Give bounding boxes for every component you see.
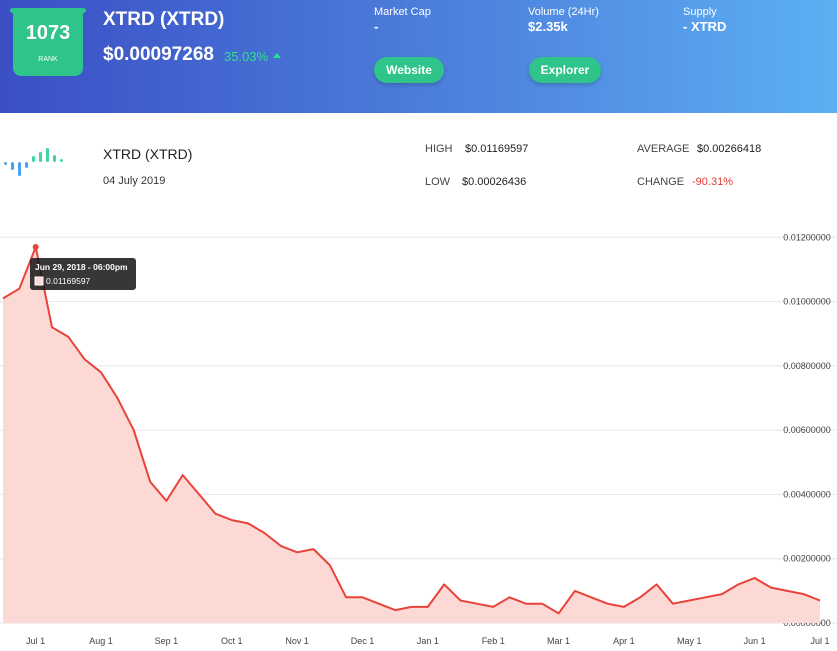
stat-value: -	[374, 19, 379, 34]
stat-value: $2.35k	[528, 19, 568, 34]
up-arrow	[273, 53, 281, 58]
stat-label: LOW	[425, 176, 451, 188]
x-tick-label: Sep 1	[155, 636, 179, 646]
tooltip-swatch	[34, 276, 44, 286]
info-date: 04 July 2019	[103, 175, 166, 187]
stat-value: $0.01169597	[465, 143, 529, 155]
rank-badge: 1073 RANK	[10, 8, 86, 76]
x-tick-label: Aug 1	[89, 636, 113, 646]
x-tick-label: Dec 1	[351, 636, 375, 646]
stat-label: AVERAGE	[637, 143, 690, 155]
rank-label: RANK	[38, 56, 58, 63]
stat-label: Volume (24Hr)	[528, 6, 599, 18]
y-tick-label: 0.01200000	[783, 232, 831, 242]
stat-value: $0.00266418	[697, 143, 762, 155]
y-tick-label: 0.01000000	[783, 297, 831, 307]
rank: 1073	[25, 22, 71, 44]
tooltip: Jun 29, 2018 - 06:00pm 0.01169597	[30, 258, 136, 290]
y-tick-label: 0.00200000	[783, 554, 831, 564]
change: 35.03%	[224, 49, 269, 64]
x-tick-label: Jun 1	[744, 636, 766, 646]
area	[3, 247, 820, 623]
stat-label: Market Cap	[374, 6, 431, 18]
y-tick-label: 0.00800000	[783, 361, 831, 371]
tooltip-label: Jun 29, 2018 - 06:00pm	[35, 262, 128, 272]
header: 1073 RANK XTRD (XTRD) $0.00097268 35.03%…	[0, 0, 837, 113]
stat-value: $0.00026436	[462, 176, 527, 188]
y-tick-label: 0.00600000	[783, 425, 831, 435]
logo	[4, 148, 63, 176]
stat-value: - XTRD	[683, 19, 727, 34]
x-tick-label: Feb 1	[482, 636, 505, 646]
price: $0.00097268	[103, 44, 214, 65]
x-tick-label: Mar 1	[547, 636, 570, 646]
x-tick-label: Oct 1	[221, 636, 243, 646]
y-tick-label: 0.00400000	[783, 489, 831, 499]
stat-value: -90.31%	[692, 176, 733, 188]
x-tick-label: Nov 1	[285, 636, 309, 646]
stat-label: CHANGE	[637, 176, 685, 188]
info-name: XTRD (XTRD)	[103, 146, 193, 162]
chart: 0.000000000.002000000.004000000.00600000…	[0, 232, 837, 646]
x-tick-label: Jan 1	[417, 636, 439, 646]
x-tick-label: Jul 1	[810, 636, 829, 646]
tooltip-box	[30, 258, 136, 290]
stat-label: Supply	[683, 6, 717, 18]
stat-label: HIGH	[425, 143, 453, 155]
tooltip-value: 0.01169597	[46, 276, 91, 286]
x-tick-label: Apr 1	[613, 636, 635, 646]
x-tick-label: Jul 1	[26, 636, 45, 646]
explorer-button[interactable]: Explorer	[529, 57, 601, 83]
website-button[interactable]: Website	[374, 57, 444, 83]
x-tick-label: May 1	[677, 636, 702, 646]
coin-name: XTRD (XTRD)	[103, 9, 225, 30]
line	[2, 246, 821, 615]
tooltip-marker	[32, 244, 39, 251]
